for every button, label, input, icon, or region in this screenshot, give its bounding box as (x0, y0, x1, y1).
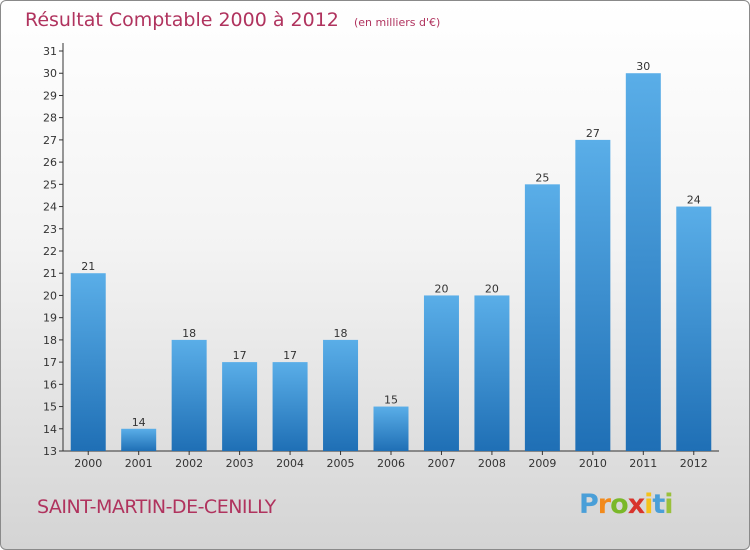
data-label: 18 (182, 327, 196, 340)
commune-name: SAINT-MARTIN-DE-CENILLY (37, 496, 276, 518)
y-tick-label: 15 (43, 401, 57, 414)
title-row: Résultat Comptable 2000 à 2012 (en milli… (25, 9, 440, 31)
logo-letter: r (597, 489, 611, 520)
data-label: 17 (283, 349, 297, 362)
chart-title: Résultat Comptable 2000 à 2012 (25, 9, 339, 31)
bar (423, 295, 459, 451)
x-tick-label: 2008 (478, 457, 506, 470)
y-tick-label: 25 (43, 178, 57, 191)
logo-letter: i (664, 489, 673, 520)
data-label: 20 (485, 282, 499, 295)
x-tick-label: 2005 (327, 457, 355, 470)
bar (676, 206, 712, 451)
bar (70, 273, 106, 451)
y-tick-label: 18 (43, 334, 57, 347)
x-tick-label: 2004 (276, 457, 304, 470)
y-tick-label: 26 (43, 156, 57, 169)
data-label: 18 (334, 327, 348, 340)
data-label: 17 (233, 349, 247, 362)
bar (222, 362, 258, 451)
x-tick-label: 2001 (125, 457, 153, 470)
data-label: 25 (535, 171, 549, 184)
data-label: 30 (636, 60, 650, 73)
x-tick-label: 2003 (226, 457, 254, 470)
x-tick-label: 2010 (579, 457, 607, 470)
x-tick-label: 2007 (427, 457, 455, 470)
y-tick-label: 17 (43, 356, 57, 369)
y-tick-label: 21 (43, 267, 57, 280)
data-label: 15 (384, 394, 398, 407)
data-label: 21 (81, 260, 95, 273)
data-label: 14 (132, 416, 146, 429)
x-tick-label: 2009 (528, 457, 556, 470)
chart-unit: (en milliers d'€) (353, 16, 441, 29)
y-tick-label: 19 (43, 312, 57, 325)
logo-letter: i (644, 489, 653, 520)
x-tick-label: 2002 (175, 457, 203, 470)
bar (121, 428, 157, 451)
bar (323, 339, 359, 451)
data-label: 27 (586, 127, 600, 140)
logo-letter: P (579, 489, 599, 520)
y-tick-label: 24 (43, 201, 57, 214)
x-tick-label: 2006 (377, 457, 405, 470)
logo-letter: o (610, 489, 629, 520)
y-tick-label: 22 (43, 245, 57, 258)
bar (272, 362, 308, 451)
data-label: 24 (687, 194, 701, 207)
y-tick-label: 14 (43, 423, 57, 436)
bar (171, 339, 207, 451)
bar (575, 139, 611, 451)
y-tick-label: 31 (43, 45, 57, 58)
y-tick-label: 29 (43, 89, 57, 102)
y-tick-label: 13 (43, 445, 57, 458)
bar (625, 73, 661, 451)
proxiti-logo: Proxiti (579, 489, 674, 520)
data-label: 20 (434, 282, 448, 295)
y-tick-label: 23 (43, 223, 57, 236)
bar (524, 184, 560, 452)
bar (474, 295, 510, 451)
x-tick-label: 2011 (629, 457, 657, 470)
y-tick-label: 20 (43, 289, 57, 302)
y-tick-label: 28 (43, 112, 57, 125)
y-tick-label: 27 (43, 134, 57, 147)
logo-letter: x (627, 489, 645, 520)
bar (373, 406, 409, 451)
logo-letter: t (652, 489, 665, 520)
y-tick-label: 30 (43, 67, 57, 80)
x-tick-label: 2012 (680, 457, 708, 470)
y-tick-label: 16 (43, 378, 57, 391)
x-tick-label: 2000 (74, 457, 102, 470)
